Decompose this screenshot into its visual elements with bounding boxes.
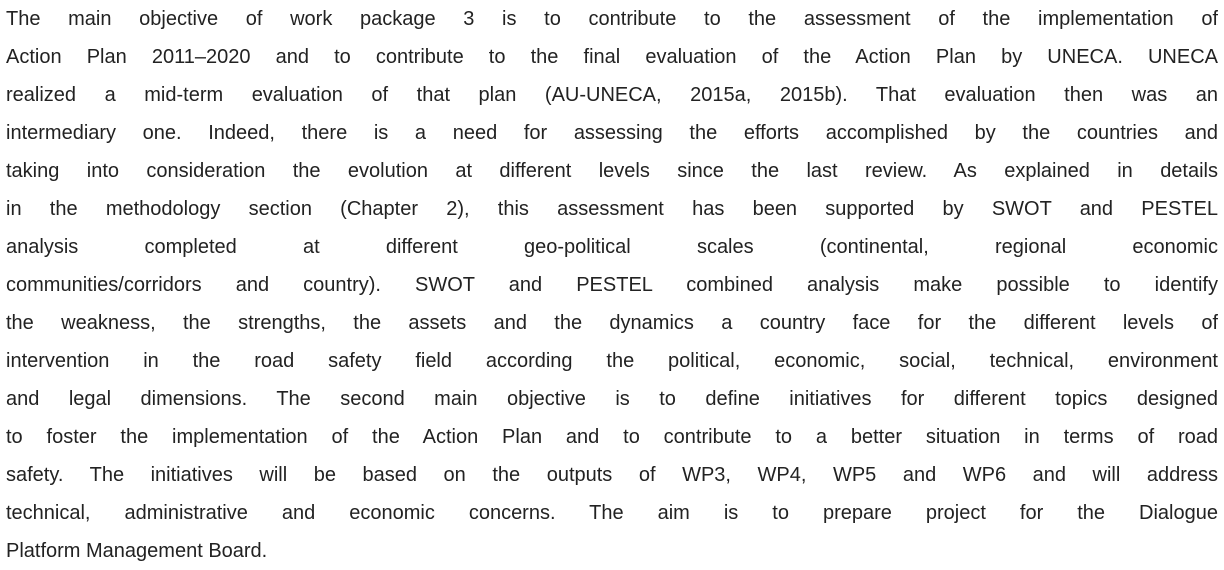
text-line: the weakness, the strengths, the assets …: [6, 312, 1218, 334]
text-line: technical, administrative and economic c…: [6, 502, 1218, 524]
text-line: Platform Management Board.: [6, 540, 268, 562]
text-line: and legal dimensions. The second main ob…: [6, 388, 1218, 410]
text-line: The main objective of work package 3 is …: [6, 8, 1218, 30]
text-line: to foster the implementation of the Acti…: [6, 426, 1218, 448]
text-line: communities/corridors and country). SWOT…: [6, 274, 1218, 296]
text-line: Action Plan 2011–2020 and to contribute …: [6, 46, 1218, 68]
text-line: in the methodology section (Chapter 2), …: [6, 198, 1218, 220]
document: The main objective of work package 3 is …: [6, 0, 1218, 570]
text-line: analysis completed at different geo-poli…: [6, 236, 1218, 258]
text-line: safety. The initiatives will be based on…: [6, 464, 1218, 486]
text-line: realized a mid-term evaluation of that p…: [6, 84, 1218, 106]
text-line: intervention in the road safety field ac…: [6, 350, 1218, 372]
text-line: taking into consideration the evolution …: [6, 160, 1218, 182]
text-line: intermediary one. Indeed, there is a nee…: [6, 122, 1218, 144]
